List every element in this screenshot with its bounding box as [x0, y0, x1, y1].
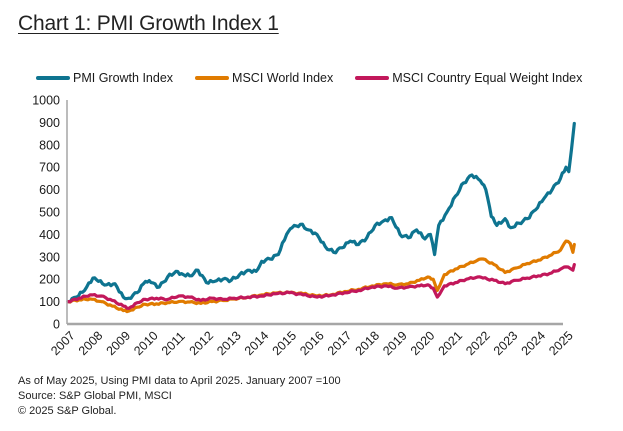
y-tick-label: 500 [39, 206, 60, 220]
legend-swatch-msci-country-equal-weight-index [355, 76, 390, 80]
y-axis-ticks: 0 100 200 300 400 500 600 700 800 900 1000 [32, 94, 60, 332]
y-tick-label: 1000 [32, 94, 60, 108]
x-tick-label: 2013 [214, 329, 244, 359]
x-tick-label: 2018 [353, 329, 383, 359]
x-tick-label: 2011 [159, 329, 188, 358]
legend-item-msci-country-equal-weight-index: MSCI Country Equal Weight Index [355, 71, 582, 85]
x-tick-label: 2020 [408, 329, 438, 359]
footnote-copyright: © 2025 S&P Global. [18, 405, 117, 417]
x-tick-label: 2010 [131, 329, 161, 359]
x-tick-label: 2021 [436, 329, 466, 359]
series-line-pmi-growth-index [66, 121, 576, 304]
x-tick-label: 2023 [491, 329, 521, 359]
footnote-as-of: As of May 2025, Using PMI data to April … [18, 375, 341, 387]
series-line-msci-country-equal-weight-index [66, 263, 576, 310]
x-tick-label: 2007 [48, 329, 78, 359]
y-tick-label: 400 [39, 228, 60, 242]
chart-title: Chart 1: PMI Growth Index 1 [18, 12, 279, 35]
legend-swatch-msci-world-index [195, 76, 230, 80]
legend-swatch-pmi-growth-index [36, 76, 70, 80]
y-tick-label: 200 [39, 273, 60, 287]
y-tick-label: 800 [39, 138, 60, 152]
y-tick-label: 900 [39, 116, 60, 130]
x-tick-label: 2009 [104, 329, 134, 359]
legend-label-msci-world-index: MSCI World Index [232, 71, 334, 85]
footnote-source: Source: S&P Global PMI, MSCI [18, 390, 172, 402]
legend-label-pmi-growth-index: PMI Growth Index [73, 71, 174, 85]
x-tick-label: 2025 [546, 329, 576, 359]
x-tick-label: 2017 [325, 329, 355, 359]
x-axis-ticks: 2007200820092010201120122013201420152016… [48, 329, 576, 359]
x-tick-label: 2019 [380, 329, 410, 359]
y-tick-label: 100 [39, 295, 60, 309]
footnotes: As of May 2025, Using PMI data to April … [18, 374, 341, 419]
chart-legend: PMI Growth Index MSCI World Index MSCI C… [36, 71, 582, 85]
x-tick-label: 2022 [463, 329, 493, 359]
legend-label-msci-country-equal-weight-index: MSCI Country Equal Weight Index [392, 71, 583, 85]
x-tick-label: 2014 [242, 329, 272, 359]
x-tick-label: 2024 [519, 329, 549, 359]
legend-item-pmi-growth-index: PMI Growth Index [36, 71, 173, 85]
y-tick-label: 700 [39, 161, 60, 175]
x-tick-label: 2016 [297, 329, 327, 359]
x-tick-label: 2015 [270, 329, 300, 359]
y-tick-label: 600 [39, 183, 60, 197]
x-tick-label: 2012 [187, 329, 217, 359]
series-lines [66, 121, 576, 314]
legend-item-msci-world-index: MSCI World Index [195, 71, 333, 85]
y-tick-label: 0 [53, 318, 60, 332]
y-tick-label: 300 [39, 250, 60, 264]
x-tick-label: 2008 [76, 329, 106, 359]
